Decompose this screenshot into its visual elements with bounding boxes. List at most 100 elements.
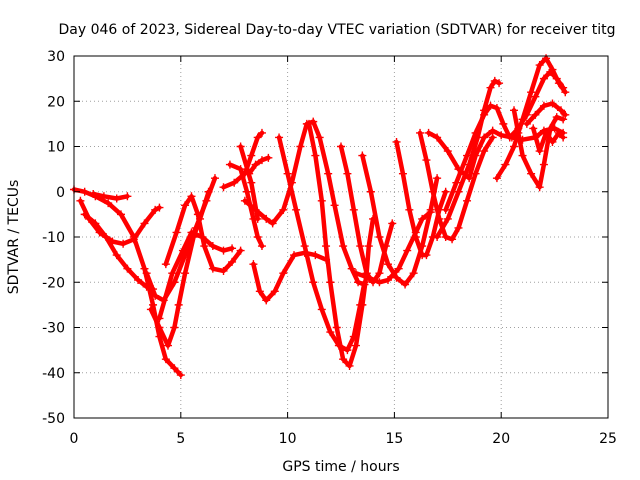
data-series (70, 54, 570, 380)
data-point (198, 233, 207, 241)
x-tick-label: 10 (279, 431, 297, 447)
data-point (418, 214, 427, 223)
data-point (405, 205, 414, 214)
data-point (471, 169, 480, 178)
data-point (219, 183, 228, 192)
data-point (345, 361, 354, 370)
data-point (339, 355, 348, 364)
data-point (366, 187, 375, 196)
data-point (262, 214, 271, 223)
data-point (383, 275, 392, 284)
data-point (364, 242, 373, 251)
data-point (91, 219, 100, 228)
data-point (441, 233, 450, 241)
data-point (326, 278, 335, 287)
series-track-19 (351, 208, 435, 287)
data-point (102, 233, 111, 241)
data-point (433, 133, 442, 142)
data-point (119, 239, 128, 248)
series-track-28 (529, 124, 568, 156)
data-point (268, 219, 277, 228)
axis-ticks: 0 5 10 15 20 25 -50 -40 -30 -20 -10 0 10 20 30 (42, 49, 617, 447)
data-point (433, 174, 442, 183)
data-point (559, 83, 568, 92)
data-point (490, 76, 499, 85)
data-point (542, 128, 551, 137)
data-point (311, 151, 320, 160)
data-point (257, 128, 266, 137)
data-point (228, 244, 237, 253)
data-point (454, 165, 463, 174)
data-point (383, 260, 392, 269)
data-point (243, 187, 252, 196)
series-track-13 (245, 153, 273, 178)
data-point (388, 219, 397, 228)
x-tick-label: 15 (385, 431, 403, 447)
data-point (522, 110, 531, 119)
data-point (531, 92, 540, 101)
series-trace (507, 69, 566, 140)
data-point (245, 169, 254, 178)
data-point (546, 124, 555, 133)
data-point (99, 192, 108, 201)
data-point (249, 260, 258, 269)
data-point (347, 264, 356, 273)
data-point (264, 153, 273, 162)
data-point (480, 147, 489, 156)
data-point (187, 192, 196, 201)
data-point (155, 203, 164, 212)
data-point (433, 233, 442, 241)
series-track-22 (433, 76, 504, 241)
data-point (172, 228, 181, 237)
series-trace (163, 194, 243, 274)
data-point (279, 205, 288, 214)
data-point (155, 323, 164, 332)
data-point (181, 201, 190, 210)
data-point (253, 133, 262, 142)
data-point (142, 282, 151, 291)
data-point (89, 190, 98, 199)
data-point (322, 242, 331, 251)
data-point (539, 101, 548, 110)
data-point (465, 174, 474, 183)
series-trace (511, 108, 566, 190)
data-point (151, 205, 160, 214)
data-point (454, 187, 463, 196)
data-point (411, 233, 420, 241)
series-trace (82, 212, 156, 292)
data-point (317, 305, 326, 314)
series-track-2 (76, 196, 164, 248)
x-tick-label: 25 (599, 431, 617, 447)
series-track-26 (505, 67, 568, 142)
data-point (548, 99, 557, 108)
data-point (112, 251, 121, 260)
data-point (208, 264, 217, 273)
data-point (501, 160, 510, 169)
data-point (422, 156, 431, 165)
data-point (176, 371, 185, 380)
data-point (155, 314, 164, 323)
x-tick-label: 5 (176, 431, 185, 447)
data-point (403, 246, 412, 255)
data-point (401, 280, 410, 289)
series-track-29 (522, 99, 570, 128)
data-point (358, 151, 367, 160)
data-point (326, 328, 335, 337)
data-point (324, 169, 333, 178)
data-point (561, 110, 570, 119)
data-point (134, 275, 143, 284)
data-point (409, 269, 418, 278)
data-point (151, 291, 160, 300)
data-point (262, 296, 271, 305)
data-point (495, 79, 504, 88)
data-point (219, 246, 228, 255)
series-track-8 (155, 228, 237, 323)
data-point (228, 257, 237, 266)
data-point (422, 251, 431, 260)
series-trace (90, 191, 130, 201)
data-point (392, 137, 401, 146)
data-point (275, 133, 284, 142)
data-point (140, 264, 149, 273)
data-point (441, 187, 450, 196)
